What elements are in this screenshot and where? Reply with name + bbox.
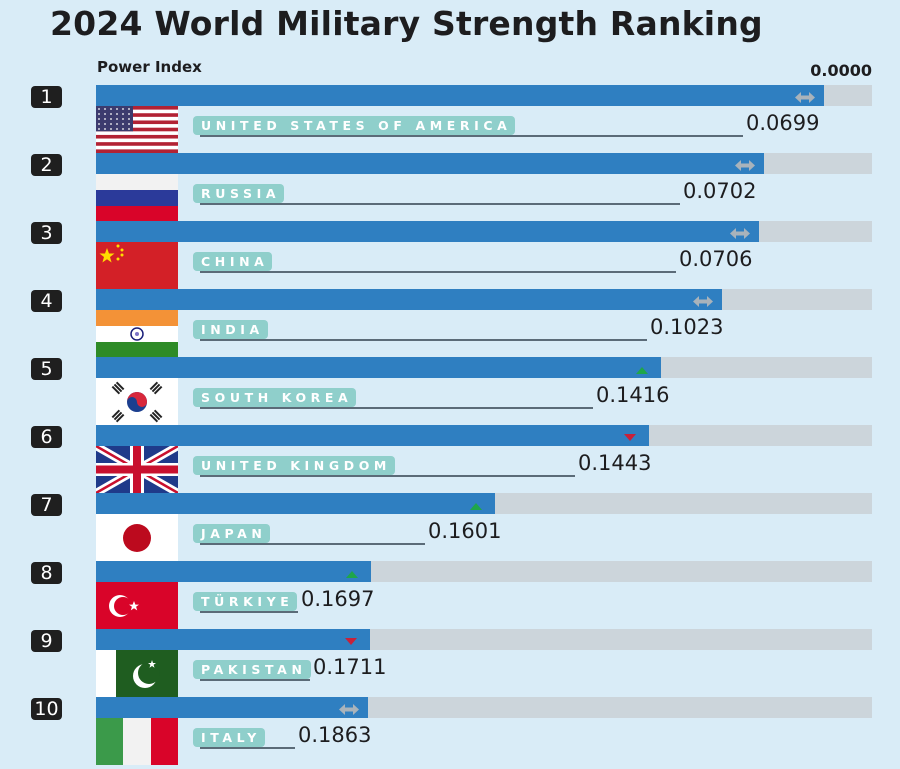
south-korea-flag — [96, 378, 178, 425]
bar — [96, 561, 371, 582]
value-label: 0.1443 — [578, 451, 652, 475]
rank-badge: 3 — [31, 222, 62, 244]
trend-unchanged-icon — [794, 89, 816, 103]
bar-track — [96, 357, 872, 378]
trend-down-icon — [340, 633, 362, 646]
ranking-row: 6 UNITED KINGDOM 0.1443 — [0, 425, 900, 493]
trend-unchanged-icon — [729, 225, 751, 239]
trend-down-icon — [619, 429, 641, 442]
bar-track — [96, 493, 872, 514]
bar-track — [96, 221, 872, 242]
rank-badge: 6 — [31, 426, 62, 448]
leader-line — [200, 747, 295, 749]
leader-line — [200, 203, 680, 205]
country-label: JAPAN — [193, 524, 271, 543]
ranking-row: 1 UNITED STATES OF AMERICA 0.0699 — [0, 85, 900, 153]
rank-badge: 7 — [31, 494, 62, 516]
bar-track — [96, 561, 872, 582]
country-label: UNITED KINGDOM — [193, 456, 395, 475]
country-label: INDIA — [193, 320, 268, 339]
rank-badge: 5 — [31, 358, 62, 380]
bar-track — [96, 425, 872, 446]
country-label: SOUTH KOREA — [193, 388, 357, 407]
leader-line — [200, 271, 676, 273]
value-label: 0.1697 — [301, 587, 375, 611]
y-axis-label: Power Index — [97, 58, 202, 76]
scale-max-label: 0.0000 — [810, 61, 872, 80]
bar — [96, 425, 649, 446]
country-label: TÜRKIYE — [193, 592, 298, 611]
leader-line — [200, 475, 575, 477]
value-label: 0.0702 — [683, 179, 757, 203]
turkiye-flag — [96, 582, 178, 629]
bar-track — [96, 153, 872, 174]
rank-badge: 8 — [31, 562, 62, 584]
rank-badge: 1 — [31, 86, 62, 108]
bar-track — [96, 629, 872, 650]
rank-badge: 4 — [31, 290, 62, 312]
value-label: 0.1711 — [313, 655, 387, 679]
trend-unchanged-icon — [338, 701, 360, 715]
value-label: 0.1601 — [428, 519, 502, 543]
italy-flag — [96, 718, 178, 765]
india-flag — [96, 310, 178, 357]
rank-badge: 10 — [31, 698, 62, 720]
value-label: 0.1863 — [298, 723, 372, 747]
bar — [96, 289, 722, 310]
leader-line — [200, 135, 743, 137]
trend-up-icon — [341, 565, 363, 578]
rank-badge: 2 — [31, 154, 62, 176]
country-label: UNITED STATES OF AMERICA — [193, 116, 516, 135]
value-label: 0.0706 — [679, 247, 753, 271]
ranking-row: 9 PAKISTAN 0.1711 — [0, 629, 900, 697]
chart-title: 2024 World Military Strength Ranking — [50, 4, 763, 43]
value-label: 0.1023 — [650, 315, 724, 339]
value-label: 0.1416 — [596, 383, 670, 407]
bar — [96, 493, 495, 514]
leader-line — [200, 543, 425, 545]
usa-flag — [96, 106, 178, 153]
uk-flag — [96, 446, 178, 493]
ranking-row: 4 INDIA 0.1023 — [0, 289, 900, 357]
bar — [96, 697, 368, 718]
rank-badge: 9 — [31, 630, 62, 652]
ranking-row: 3 CHINA 0.0706 — [0, 221, 900, 289]
ranking-row: 7 JAPAN 0.1601 — [0, 493, 900, 561]
country-label: RUSSIA — [193, 184, 285, 203]
china-flag — [96, 242, 178, 289]
pakistan-flag — [96, 650, 178, 697]
country-label: CHINA — [193, 252, 273, 271]
bar — [96, 153, 764, 174]
bar-track — [96, 697, 872, 718]
leader-line — [200, 339, 647, 341]
country-label: ITALY — [193, 728, 265, 747]
ranking-row: 2 RUSSIA 0.0702 — [0, 153, 900, 221]
ranking-row: 10 ITALY 0.1863 — [0, 697, 900, 765]
bar — [96, 85, 824, 106]
ranking-row: 8 TÜRKIYE 0.1697 — [0, 561, 900, 629]
ranking-row: 5 SOUTH KOREA 0.1416 — [0, 357, 900, 425]
trend-unchanged-icon — [734, 157, 756, 171]
trend-up-icon — [465, 497, 487, 510]
bar — [96, 221, 759, 242]
leader-line — [200, 611, 298, 613]
japan-flag — [96, 514, 178, 561]
trend-up-icon — [631, 361, 653, 374]
bar — [96, 629, 370, 650]
leader-line — [200, 407, 593, 409]
bar-track — [96, 289, 872, 310]
trend-unchanged-icon — [692, 293, 714, 307]
value-label: 0.0699 — [746, 111, 820, 135]
bar-track — [96, 85, 872, 106]
russia-flag — [96, 174, 178, 221]
bar — [96, 357, 661, 378]
leader-line — [200, 679, 310, 681]
country-label: PAKISTAN — [193, 660, 311, 679]
